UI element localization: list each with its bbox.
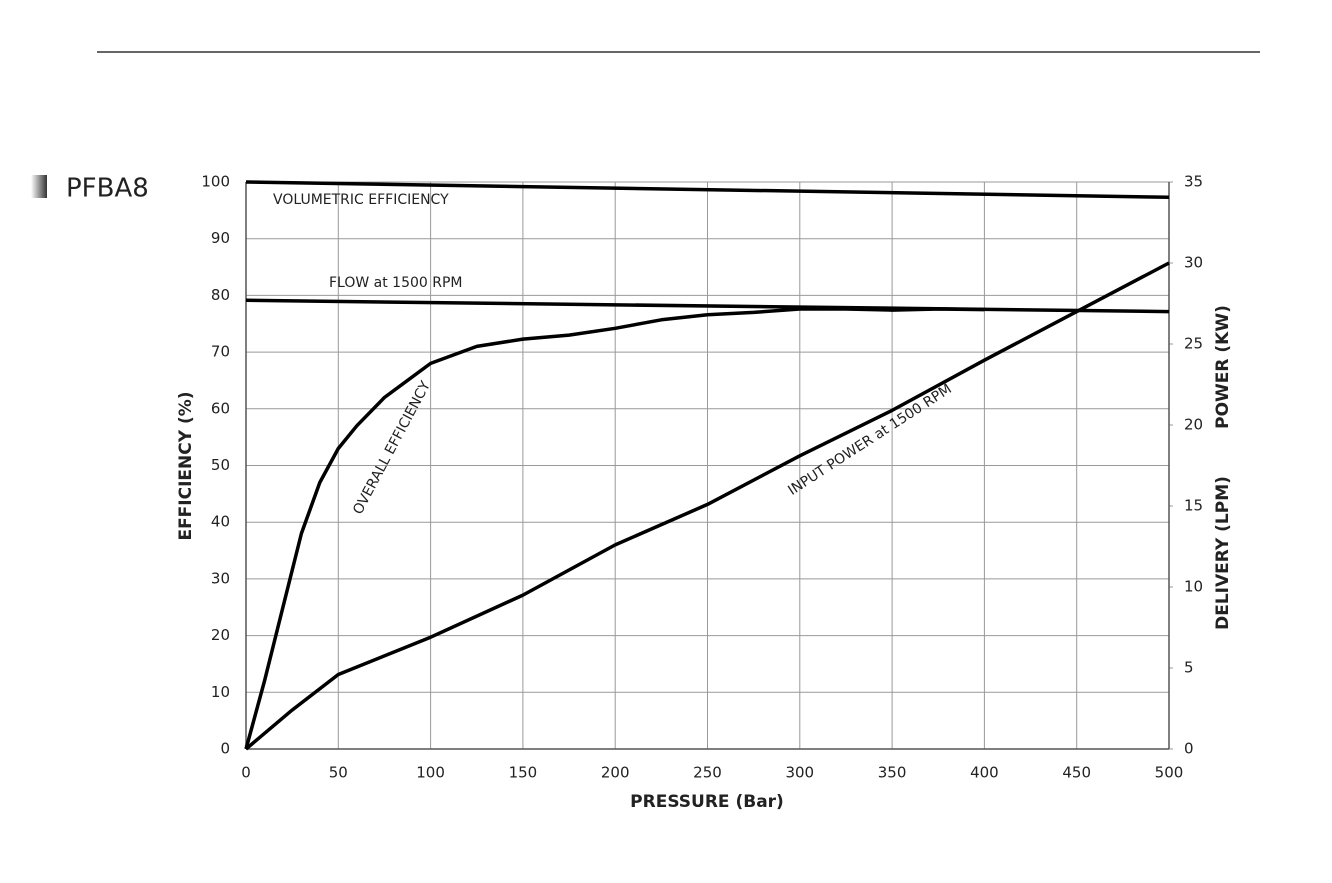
y2-axis-title: DELIVERY (LPM) <box>1213 476 1233 630</box>
y-tick-label: 40 <box>211 513 230 531</box>
series-label: VOLUMETRIC EFFICIENCY <box>273 192 449 208</box>
y-tick-label: 50 <box>211 456 230 474</box>
y2-axis-title: POWER (KW) <box>1213 305 1233 429</box>
y-tick-label: 70 <box>211 343 230 361</box>
x-tick-label: 250 <box>693 764 722 782</box>
y2-tick-label: 20 <box>1184 416 1203 434</box>
y-tick-label: 100 <box>201 173 230 191</box>
x-tick-label: 50 <box>329 764 348 782</box>
y2-tick-label: 25 <box>1184 335 1203 353</box>
x-axis-title: PRESSURE (Bar) <box>630 792 784 812</box>
y2-tick-label: 5 <box>1184 659 1194 677</box>
series-label: FLOW at 1500 RPM <box>329 275 463 291</box>
y-tick-label: 90 <box>211 229 230 247</box>
x-tick-label: 350 <box>878 764 907 782</box>
y2-tick-label: 35 <box>1184 173 1203 191</box>
y-tick-label: 30 <box>211 569 230 587</box>
series-label: OVERALL EFFICIENCY <box>350 378 434 517</box>
x-tick-label: 500 <box>1155 764 1184 782</box>
x-tick-label: 100 <box>416 764 445 782</box>
y-tick-label: 80 <box>211 286 230 304</box>
y-axis-title: EFFICIENCY (%) <box>176 391 196 540</box>
series-line <box>245 180 1170 200</box>
y-tick-label: 10 <box>211 683 230 701</box>
x-tick-label: 400 <box>970 764 999 782</box>
y2-tick-label: 30 <box>1184 254 1203 272</box>
y2-tick-label: 15 <box>1184 497 1203 515</box>
y-tick-label: 0 <box>220 740 230 758</box>
y-tick-label: 60 <box>211 399 230 417</box>
series-line <box>245 298 1170 314</box>
title-icon <box>31 175 47 198</box>
y2-tick-label: 0 <box>1184 740 1194 758</box>
y2-tick-label: 10 <box>1184 578 1203 596</box>
series-line <box>244 307 985 750</box>
x-tick-label: 0 <box>241 764 251 782</box>
x-tick-label: 450 <box>1062 764 1091 782</box>
x-tick-label: 300 <box>785 764 814 782</box>
y-tick-label: 20 <box>211 626 230 644</box>
series-label: INPUT POWER at 1500 RPM <box>785 381 954 499</box>
x-tick-label: 150 <box>509 764 538 782</box>
x-tick-label: 200 <box>601 764 630 782</box>
chart-title: PFBA8 <box>66 174 149 204</box>
series-line <box>244 261 1170 751</box>
